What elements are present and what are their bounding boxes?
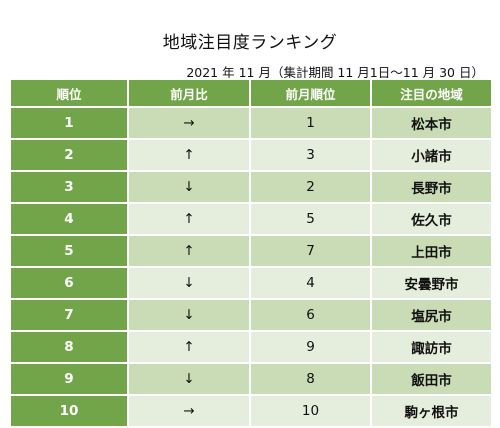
- change-arrow-icon: ↑: [127, 138, 251, 172]
- area-cell: 飯田市: [370, 362, 493, 396]
- area-cell: 塩尻市: [370, 298, 493, 332]
- change-arrow-icon: →: [127, 106, 251, 140]
- area-cell: 安曇野市: [370, 266, 493, 300]
- change-arrow-icon: ↑: [127, 202, 251, 236]
- table-row: 8 ↑ 9 諏訪市: [9, 330, 493, 364]
- header-prev-rank: 前月順位: [249, 78, 372, 108]
- change-arrow-icon: ↑: [127, 330, 251, 364]
- prev-rank-cell: 1: [249, 106, 372, 140]
- area-cell: 松本市: [370, 106, 493, 140]
- table-row: 1 → 1 松本市: [9, 106, 493, 140]
- header-change: 前月比: [127, 78, 251, 108]
- rank-cell: 4: [9, 202, 129, 236]
- change-arrow-icon: ↓: [127, 298, 251, 332]
- area-cell: 上田市: [370, 234, 493, 268]
- area-cell: 佐久市: [370, 202, 493, 236]
- rank-cell: 9: [9, 362, 129, 396]
- prev-rank-cell: 10: [249, 394, 372, 428]
- rank-cell: 2: [9, 138, 129, 172]
- header-area: 注目の地域: [370, 78, 493, 108]
- area-cell: 駒ヶ根市: [370, 394, 493, 428]
- period-label: 2021 年 11 月（集計期間 11 月1日～11 月 30 日）: [186, 65, 484, 80]
- rank-cell: 7: [9, 298, 129, 332]
- rank-cell: 1: [9, 106, 129, 140]
- table-row: 2 ↑ 3 小諸市: [9, 138, 493, 172]
- change-arrow-icon: ↓: [127, 170, 251, 204]
- table-row: 7 ↓ 6 塩尻市: [9, 298, 493, 332]
- table-header-row: 順位 前月比 前月順位 注目の地域: [9, 78, 493, 108]
- rank-cell: 10: [9, 394, 129, 428]
- prev-rank-cell: 7: [249, 234, 372, 268]
- rank-cell: 8: [9, 330, 129, 364]
- table-row: 4 ↑ 5 佐久市: [9, 202, 493, 236]
- table-row: 5 ↑ 7 上田市: [9, 234, 493, 268]
- area-cell: 諏訪市: [370, 330, 493, 364]
- ranking-table: 順位 前月比 前月順位 注目の地域 1 → 1 松本市 2 ↑ 3 小諸市 3 …: [9, 78, 493, 428]
- change-arrow-icon: →: [127, 394, 251, 428]
- prev-rank-cell: 9: [249, 330, 372, 364]
- prev-rank-cell: 2: [249, 170, 372, 204]
- table-row: 10 → 10 駒ヶ根市: [9, 394, 493, 428]
- area-cell: 小諸市: [370, 138, 493, 172]
- change-arrow-icon: ↓: [127, 266, 251, 300]
- table-row: 9 ↓ 8 飯田市: [9, 362, 493, 396]
- table-row: 6 ↓ 4 安曇野市: [9, 266, 493, 300]
- rank-cell: 6: [9, 266, 129, 300]
- table-row: 3 ↓ 2 長野市: [9, 170, 493, 204]
- area-cell: 長野市: [370, 170, 493, 204]
- rank-cell: 5: [9, 234, 129, 268]
- header-rank: 順位: [9, 78, 129, 108]
- prev-rank-cell: 8: [249, 362, 372, 396]
- change-arrow-icon: ↑: [127, 234, 251, 268]
- rank-cell: 3: [9, 170, 129, 204]
- page-title: 地域注目度ランキング: [162, 33, 338, 53]
- prev-rank-cell: 5: [249, 202, 372, 236]
- prev-rank-cell: 3: [249, 138, 372, 172]
- prev-rank-cell: 6: [249, 298, 372, 332]
- prev-rank-cell: 4: [249, 266, 372, 300]
- change-arrow-icon: ↓: [127, 362, 251, 396]
